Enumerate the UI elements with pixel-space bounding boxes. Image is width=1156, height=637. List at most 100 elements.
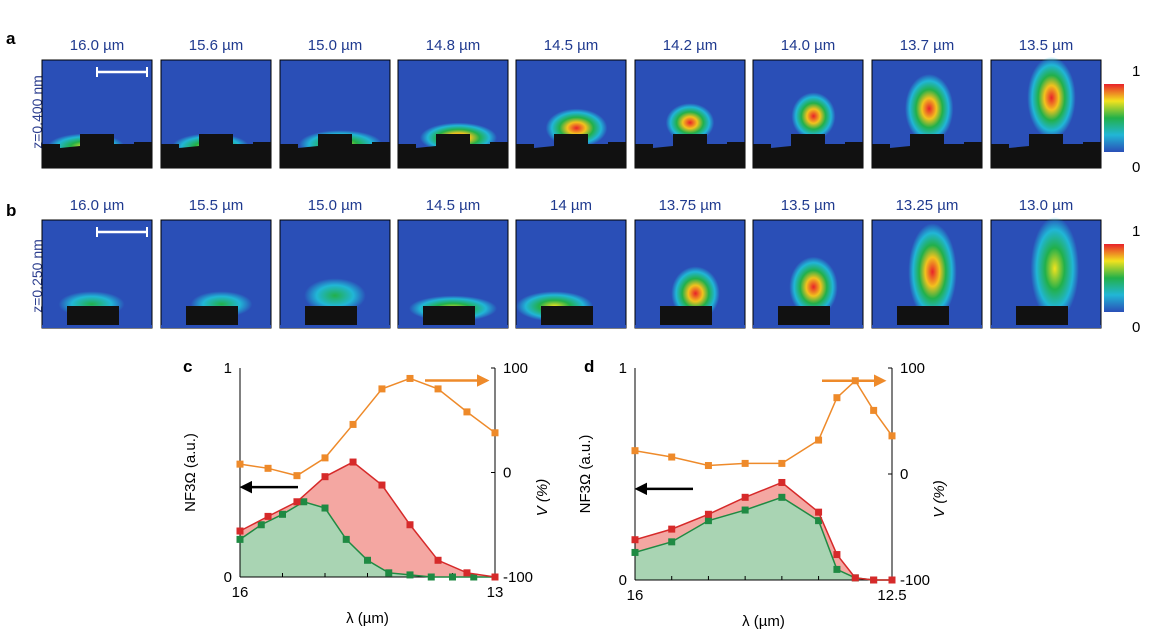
orange-series-marker bbox=[888, 432, 896, 440]
panel-letter-d: d bbox=[584, 357, 594, 376]
orange-series-marker bbox=[704, 462, 712, 470]
green-series-marker bbox=[449, 573, 456, 581]
right-tick-label: 100 bbox=[503, 360, 528, 377]
green-series-marker bbox=[364, 556, 371, 564]
green-series-marker bbox=[631, 548, 639, 556]
right-axis-label: V (%) bbox=[534, 479, 551, 517]
field-map-tile bbox=[279, 219, 391, 329]
field-map-tile bbox=[160, 219, 272, 329]
topography-block bbox=[897, 306, 949, 328]
wavelength-label: 15.0 µm bbox=[308, 37, 363, 54]
red-series-marker bbox=[668, 525, 676, 533]
red-series-marker bbox=[870, 576, 878, 584]
field-map-tile bbox=[752, 59, 864, 169]
right-tick-label: 0 bbox=[503, 465, 511, 482]
green-series-marker bbox=[236, 535, 244, 543]
red-series-marker bbox=[463, 569, 471, 577]
topography-silhouette bbox=[516, 134, 626, 168]
red-series-marker bbox=[778, 478, 786, 486]
red-series-marker bbox=[349, 458, 357, 466]
topography-silhouette bbox=[280, 134, 390, 168]
right-tick-label: 100 bbox=[900, 360, 925, 377]
panel-letter-c: c bbox=[183, 357, 192, 376]
topography-silhouette bbox=[398, 134, 508, 168]
orange-series-marker bbox=[491, 429, 499, 437]
topography-silhouette bbox=[635, 134, 745, 168]
left-tick-label: 0 bbox=[619, 572, 627, 589]
wavelength-label: 13.7 µm bbox=[900, 37, 955, 54]
x-tick-label: 12.5 bbox=[877, 587, 906, 604]
wavelength-label: 14.2 µm bbox=[663, 37, 718, 54]
x-tick-label: 16 bbox=[232, 584, 249, 601]
orange-series-marker bbox=[463, 408, 471, 416]
field-map-tile bbox=[397, 219, 509, 329]
orange-series-marker bbox=[321, 454, 329, 462]
red-series-marker bbox=[704, 510, 712, 518]
orange-series-marker bbox=[778, 459, 786, 467]
green-series-marker bbox=[300, 498, 308, 506]
green-series-marker bbox=[279, 510, 286, 518]
topography-silhouette bbox=[991, 134, 1101, 168]
chart-d: 16 12.5 0 1 -100 0 100 λ (µm) NF3Ω (a.u.) V (%) bbox=[577, 360, 948, 630]
left-axis-label: NF3Ω (a.u.) bbox=[182, 433, 199, 512]
green-series-marker bbox=[778, 493, 786, 501]
topography-block bbox=[778, 306, 830, 328]
field-map-tile bbox=[871, 59, 983, 169]
green-area-fill bbox=[240, 501, 495, 577]
left-axis-label: NF3Ω (a.u.) bbox=[577, 435, 594, 514]
field-map-tile bbox=[397, 59, 509, 169]
wavelength-label: 16.0 µm bbox=[70, 197, 125, 214]
left-tick-label: 1 bbox=[224, 360, 232, 377]
wavelength-label: 14.5 µm bbox=[426, 197, 481, 214]
field-map-tile bbox=[515, 59, 627, 169]
topography-block bbox=[305, 306, 357, 328]
green-series-marker bbox=[833, 565, 841, 573]
field-map-tile bbox=[41, 219, 153, 329]
field-map-tile bbox=[41, 59, 153, 169]
field-map-tile bbox=[752, 219, 864, 329]
green-series-marker bbox=[668, 538, 676, 546]
field-map-tile bbox=[990, 216, 1102, 329]
field-map-tile bbox=[634, 219, 746, 329]
red-series-marker bbox=[378, 481, 386, 489]
chart-c: 16 13 0 1 -100 0 100 λ (µm) NF3Ω (a.u.) V (%) bbox=[182, 360, 551, 627]
x-axis-label: λ (µm) bbox=[346, 610, 389, 627]
wavelength-label: 13.5 µm bbox=[1019, 37, 1074, 54]
orange-series-marker bbox=[264, 464, 272, 472]
field-map-tile bbox=[634, 59, 746, 169]
topography-block bbox=[423, 306, 475, 328]
red-series-marker bbox=[631, 536, 639, 544]
green-series-marker bbox=[704, 517, 712, 525]
topography-block bbox=[660, 306, 712, 328]
row-b-maps: 16.0 µm 15.5 µm 15.0 µm 14.5 µm 14 µm 13.75 µ… bbox=[41, 197, 1102, 329]
topography-silhouette bbox=[42, 134, 152, 168]
wavelength-label: 13.0 µm bbox=[1019, 197, 1074, 214]
topography-silhouette bbox=[753, 134, 863, 168]
red-series-marker bbox=[815, 508, 823, 516]
colorbar-b-min: 0 bbox=[1132, 319, 1140, 336]
green-series-marker bbox=[385, 569, 393, 577]
left-tick-label: 0 bbox=[224, 569, 232, 586]
topography-silhouette bbox=[161, 134, 271, 168]
topography-block bbox=[1016, 306, 1068, 328]
orange-series-marker bbox=[741, 459, 749, 467]
red-series-marker bbox=[888, 576, 896, 584]
red-series-marker bbox=[491, 573, 499, 581]
row-a-side-label: z=0.400 nm bbox=[29, 75, 45, 149]
orange-series-marker bbox=[236, 460, 244, 468]
wavelength-label: 15.0 µm bbox=[308, 197, 363, 214]
panel-letter-b: b bbox=[6, 201, 16, 220]
wavelength-label: 16.0 µm bbox=[70, 37, 125, 54]
row-a-maps: 16.0 µm 15.6 µm 15.0 µm 14.8 µm 14.5 µm 14.2 … bbox=[41, 37, 1102, 169]
green-series-marker bbox=[470, 573, 478, 581]
wavelength-label: 13.5 µm bbox=[781, 197, 836, 214]
red-series-marker bbox=[434, 556, 442, 564]
wavelength-label: 14.8 µm bbox=[426, 37, 481, 54]
panel-letter-a: a bbox=[6, 29, 16, 48]
wavelength-label: 14.0 µm bbox=[781, 37, 836, 54]
wavelength-label: 13.25 µm bbox=[896, 197, 959, 214]
field-map-tile bbox=[515, 219, 627, 329]
green-area-fill bbox=[635, 497, 892, 580]
orange-series-marker bbox=[668, 453, 676, 461]
